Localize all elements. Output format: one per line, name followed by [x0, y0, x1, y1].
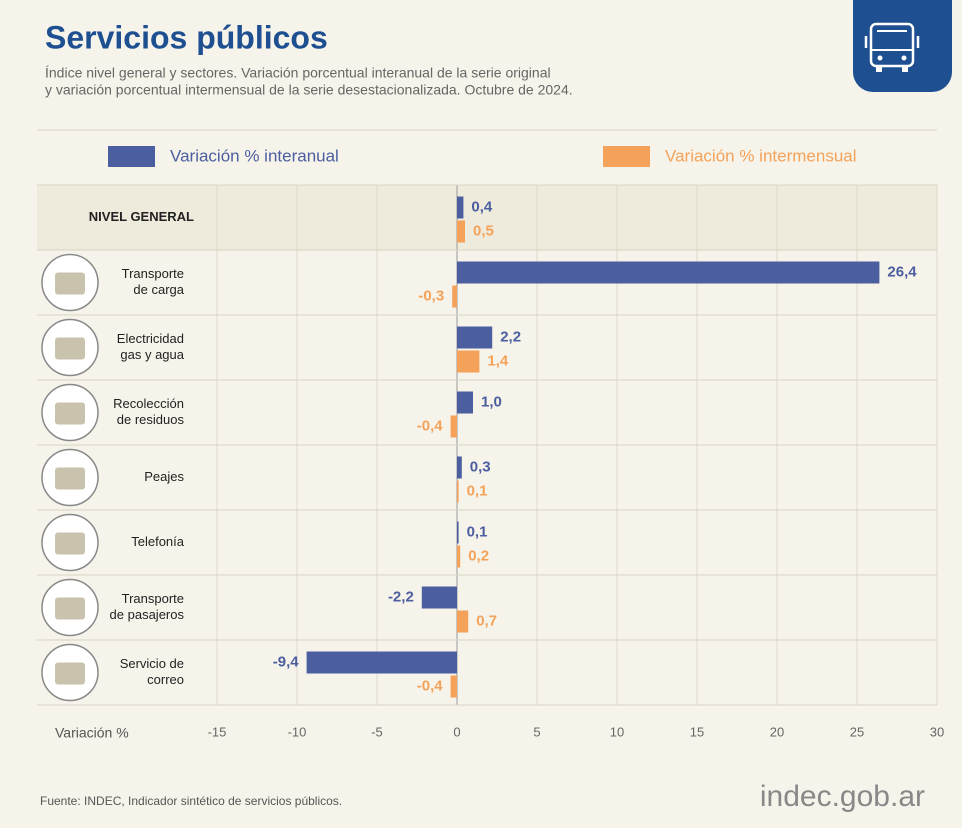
value-label: -0,4	[417, 417, 444, 434]
bar	[450, 415, 457, 438]
x-tick-label: 0	[453, 724, 460, 739]
category-label: de pasajeros	[110, 607, 185, 622]
bar	[457, 326, 493, 349]
category-icon-detail	[55, 272, 85, 295]
x-tick-label: -15	[208, 724, 227, 739]
value-label: -0,3	[418, 287, 444, 304]
category-icon-detail	[55, 402, 85, 425]
bar	[457, 391, 473, 414]
logo: indec.gob.ar	[760, 780, 925, 813]
bar	[457, 220, 465, 243]
value-label: 0,3	[470, 458, 491, 475]
title: Servicios públicos	[45, 19, 328, 55]
subtitle: y variación porcentual intermensual de l…	[45, 82, 573, 98]
value-label: -2,2	[388, 588, 414, 605]
bus-badge	[853, 0, 952, 92]
category-label: Transporte	[122, 591, 184, 606]
x-tick-label: -10	[288, 724, 307, 739]
subtitle: Índice nivel general y sectores. Variaci…	[45, 65, 551, 81]
value-label: 2,2	[500, 328, 521, 345]
category-label: de carga	[133, 282, 184, 297]
category-icon-detail	[55, 337, 85, 360]
bar	[452, 285, 457, 308]
x-tick-label: 20	[770, 724, 784, 739]
bar	[457, 480, 459, 503]
legend-label: Variación % intermensual	[665, 146, 857, 165]
category-label: NIVEL GENERAL	[89, 209, 194, 224]
value-label: 1,4	[487, 352, 509, 369]
bar	[457, 521, 459, 544]
legend-swatch	[603, 146, 650, 167]
bar	[457, 261, 880, 284]
bar	[457, 196, 464, 219]
value-label: -0,4	[417, 677, 444, 694]
x-tick-label: 15	[690, 724, 704, 739]
category-label: Electricidad	[117, 331, 184, 346]
category-label: Recolección	[113, 396, 184, 411]
category-icon-detail	[55, 597, 85, 620]
bar	[421, 586, 457, 609]
category-label: correo	[147, 672, 184, 687]
category-label: gas y agua	[120, 347, 184, 362]
bar	[457, 545, 461, 568]
value-label: 0,1	[467, 482, 488, 499]
value-label: 0,4	[471, 198, 493, 215]
category-icon-detail	[55, 467, 85, 490]
x-axis-label: Variación %	[55, 725, 129, 741]
x-tick-label: 5	[533, 724, 540, 739]
category-label: Transporte	[122, 266, 184, 281]
category-label: de residuos	[117, 412, 185, 427]
x-tick-label: -5	[371, 724, 383, 739]
value-label: -9,4	[273, 653, 300, 670]
category-icon-detail	[55, 662, 85, 685]
x-tick-label: 30	[930, 724, 944, 739]
row-highlight	[37, 185, 937, 250]
bar	[457, 610, 469, 633]
value-label: 1,0	[481, 393, 502, 410]
legend-label: Variación % interanual	[170, 146, 339, 165]
value-label: 0,7	[476, 612, 497, 629]
bar	[450, 675, 457, 698]
source: Fuente: INDEC, Indicador sintético de se…	[40, 794, 342, 808]
bar	[457, 456, 462, 479]
bar	[457, 350, 480, 373]
category-label: Servicio de	[120, 656, 184, 671]
category-icon-detail	[55, 532, 85, 555]
category-label: Peajes	[144, 469, 184, 484]
x-tick-label: 25	[850, 724, 864, 739]
bar	[306, 651, 457, 674]
value-label: 0,1	[467, 523, 488, 540]
value-label: 0,2	[468, 547, 489, 564]
value-label: 0,5	[473, 222, 494, 239]
value-label: 26,4	[887, 263, 917, 280]
x-tick-label: 10	[610, 724, 624, 739]
legend-swatch	[108, 146, 155, 167]
category-label: Telefonía	[131, 534, 185, 549]
